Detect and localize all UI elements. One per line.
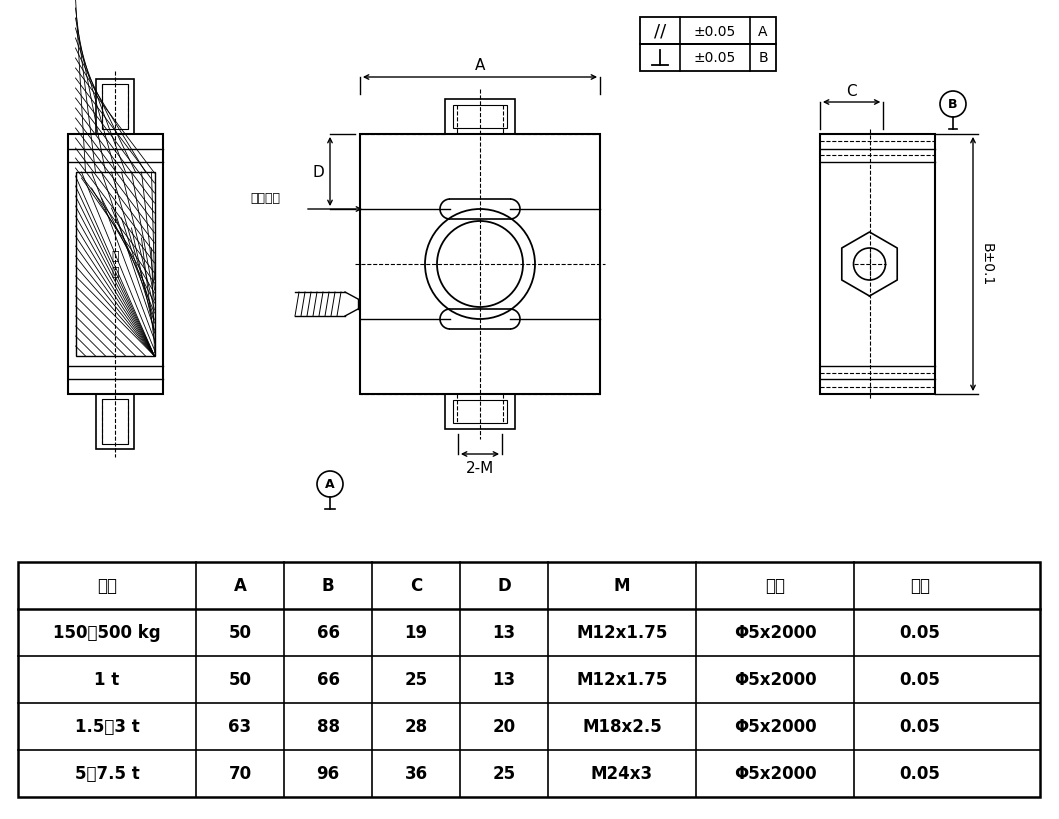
- Bar: [640, 18, 776, 45]
- Text: 柴: 柴: [111, 266, 119, 279]
- Text: 量程: 量程: [97, 577, 116, 595]
- Text: A: A: [474, 58, 485, 74]
- Bar: [453, 400, 507, 423]
- Bar: [445, 100, 515, 135]
- Text: B: B: [948, 98, 957, 111]
- Text: C: C: [410, 577, 423, 595]
- Text: 0.05: 0.05: [899, 624, 940, 642]
- Text: 13: 13: [492, 624, 516, 642]
- Text: M18x2.5: M18x2.5: [582, 717, 662, 735]
- Text: 150～500 kg: 150～500 kg: [53, 624, 161, 642]
- Text: ±0.05: ±0.05: [694, 25, 736, 38]
- Text: B: B: [758, 52, 768, 66]
- Text: //: //: [653, 22, 666, 40]
- Bar: [96, 395, 134, 450]
- Text: 70: 70: [229, 765, 252, 782]
- Text: D: D: [312, 165, 324, 180]
- Text: M24x3: M24x3: [591, 765, 653, 782]
- Text: A: A: [234, 577, 247, 595]
- Text: 50: 50: [229, 671, 251, 689]
- Text: Φ5x2000: Φ5x2000: [734, 765, 816, 782]
- Bar: [75, 173, 155, 356]
- Text: 66: 66: [317, 624, 340, 642]
- Text: Φ5x2000: Φ5x2000: [734, 717, 816, 735]
- Text: Φ5x2000: Φ5x2000: [734, 624, 816, 642]
- Text: B±0.1: B±0.1: [980, 243, 994, 287]
- Bar: [102, 400, 128, 445]
- Text: B: B: [322, 577, 335, 595]
- Text: 0.05: 0.05: [899, 671, 940, 689]
- Bar: [453, 106, 507, 129]
- Bar: [445, 395, 515, 429]
- Bar: [18, 563, 1040, 797]
- Text: 开槽居中: 开槽居中: [250, 192, 280, 204]
- Text: C: C: [846, 84, 857, 98]
- Text: 13: 13: [492, 671, 516, 689]
- Text: 1 t: 1 t: [94, 671, 120, 689]
- Bar: [640, 45, 776, 72]
- Text: 88: 88: [317, 717, 340, 735]
- Text: 28: 28: [405, 717, 428, 735]
- Text: 2-M: 2-M: [466, 461, 495, 476]
- Bar: [75, 173, 155, 356]
- Text: 19: 19: [405, 624, 428, 642]
- Text: D: D: [497, 577, 510, 595]
- Text: 63: 63: [229, 717, 252, 735]
- Text: M: M: [614, 577, 630, 595]
- Bar: [360, 135, 600, 395]
- Text: 20: 20: [492, 717, 516, 735]
- Text: 50: 50: [229, 624, 251, 642]
- Text: 66: 66: [317, 671, 340, 689]
- Bar: [102, 85, 128, 130]
- Text: 5～7.5 t: 5～7.5 t: [74, 765, 140, 782]
- Text: 0.05: 0.05: [899, 717, 940, 735]
- Text: A: A: [325, 478, 335, 491]
- Text: M12x1.75: M12x1.75: [576, 671, 667, 689]
- Text: 25: 25: [405, 671, 428, 689]
- Text: 碳: 碳: [111, 250, 119, 263]
- Text: 1.5～3 t: 1.5～3 t: [74, 717, 140, 735]
- Bar: [820, 135, 935, 395]
- Text: M12x1.75: M12x1.75: [576, 624, 667, 642]
- Text: 0.05: 0.05: [899, 765, 940, 782]
- Bar: [96, 80, 134, 135]
- Text: 精度: 精度: [910, 577, 930, 595]
- Bar: [68, 135, 162, 395]
- Text: 线长: 线长: [765, 577, 785, 595]
- Text: ±0.05: ±0.05: [694, 52, 736, 66]
- Text: A: A: [758, 25, 768, 38]
- Text: 25: 25: [492, 765, 516, 782]
- Text: 96: 96: [317, 765, 340, 782]
- Text: Φ5x2000: Φ5x2000: [734, 671, 816, 689]
- Text: 36: 36: [405, 765, 428, 782]
